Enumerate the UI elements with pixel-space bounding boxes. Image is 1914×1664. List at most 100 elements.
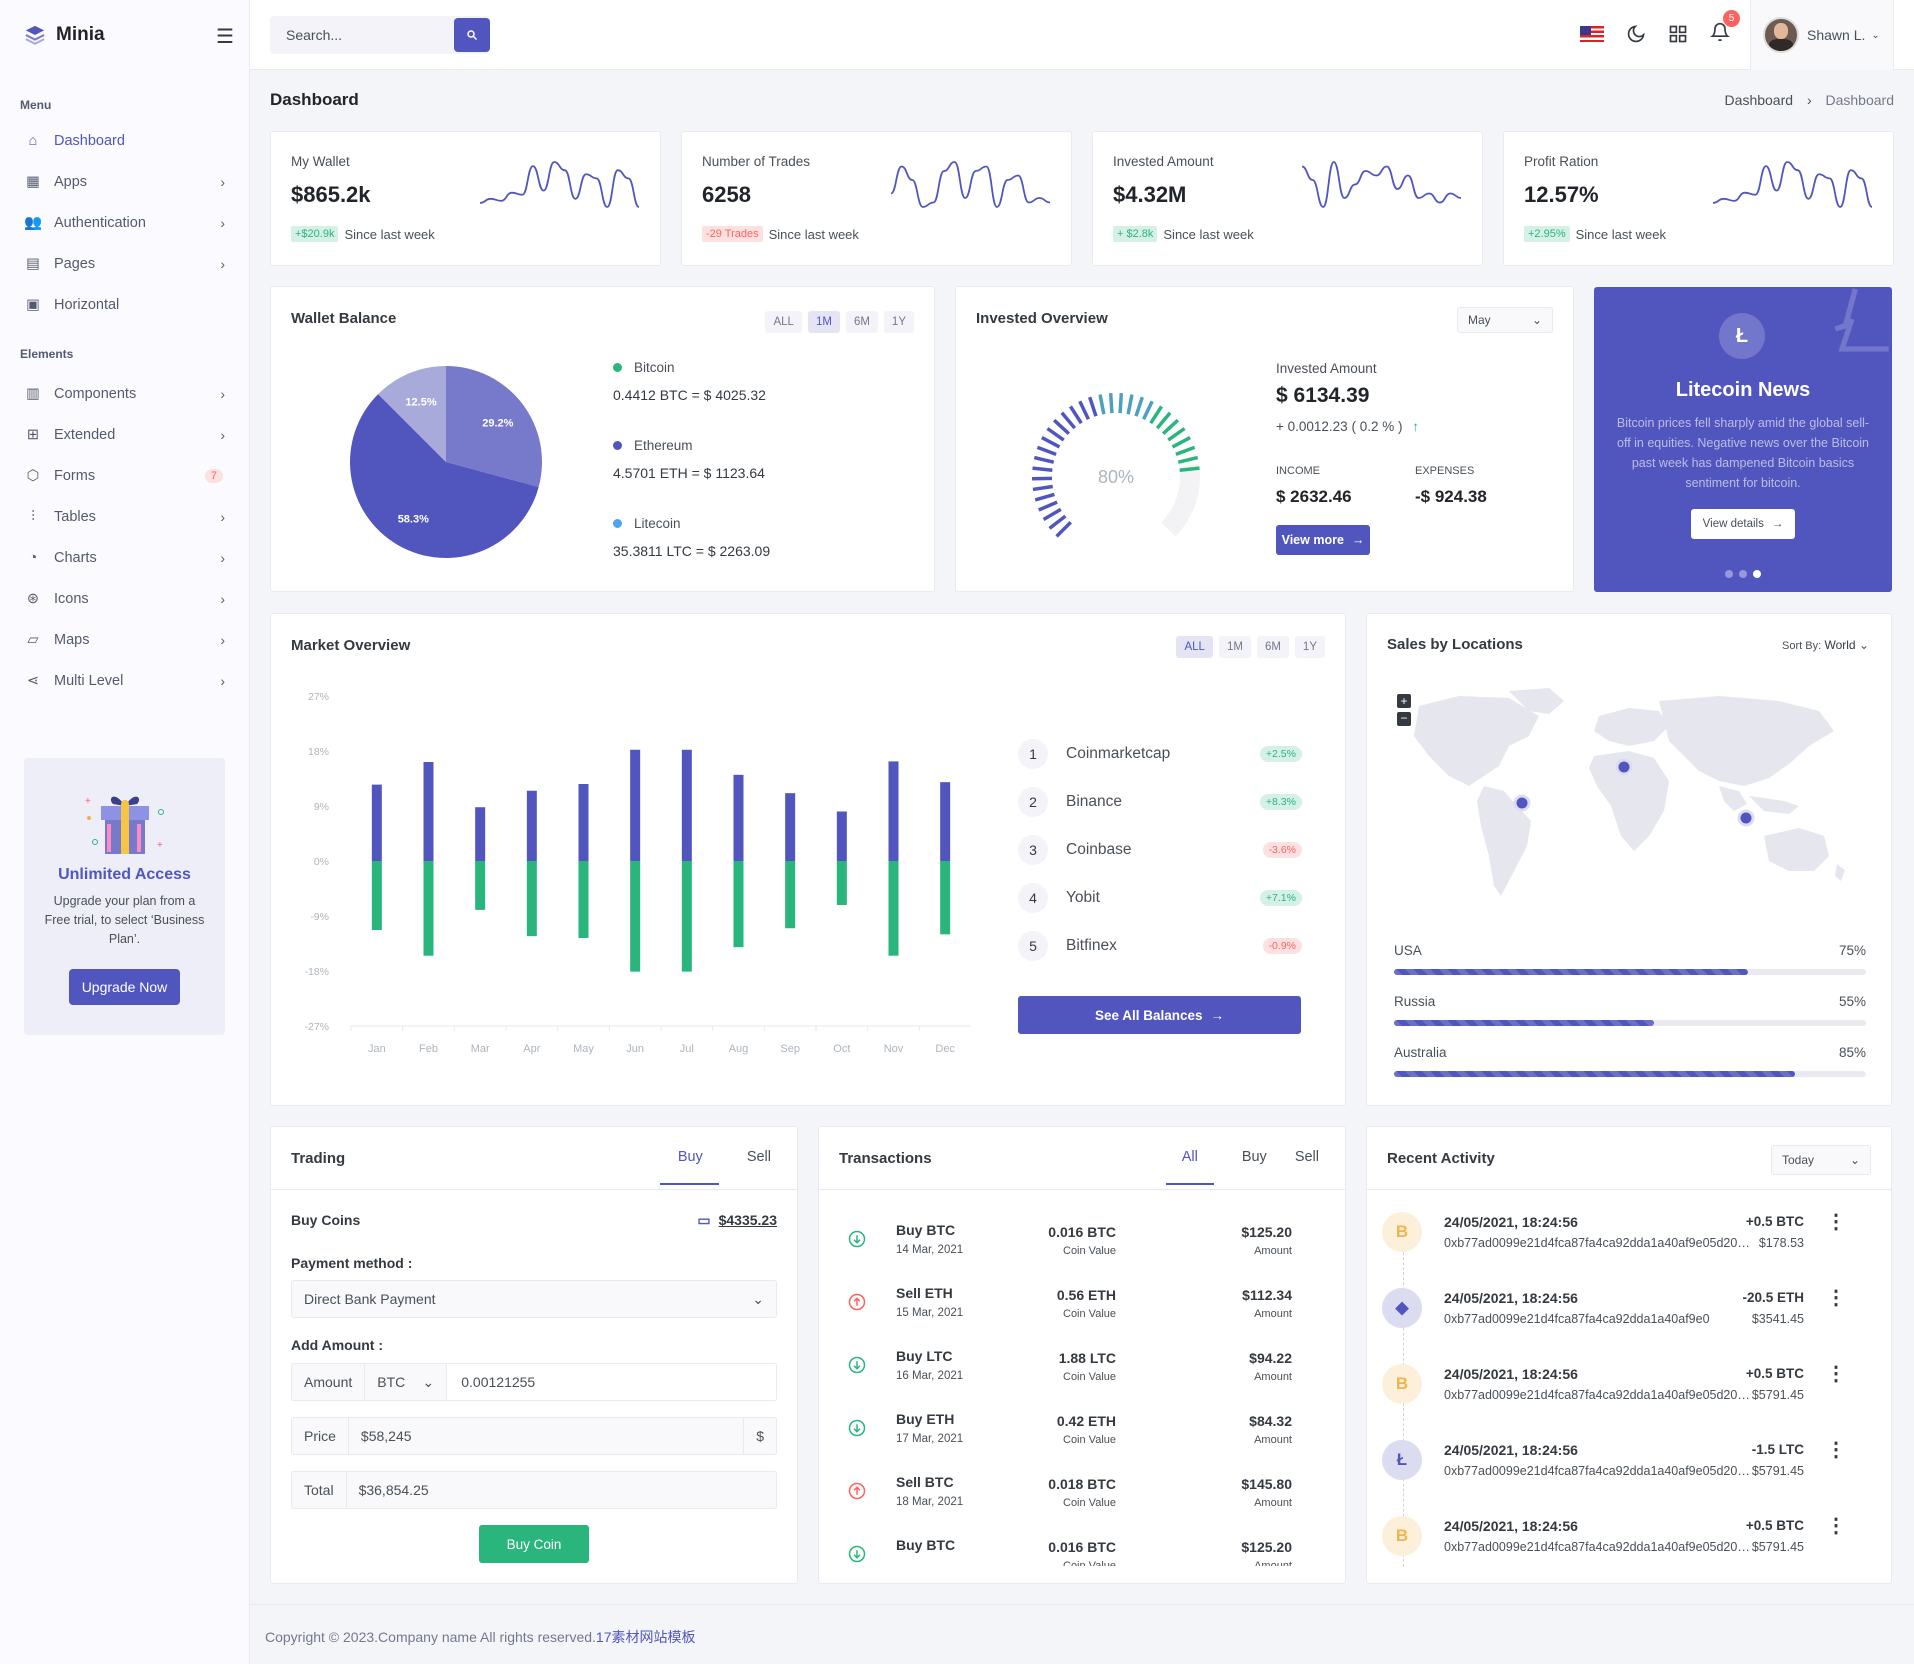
gauge-tick <box>1142 400 1154 421</box>
activity-filter-select[interactable]: Today ⌄ <box>1771 1145 1871 1175</box>
search-icon <box>467 30 478 41</box>
moon-icon[interactable] <box>1626 24 1646 44</box>
more-vertical-icon[interactable]: ⋮ <box>1826 1211 1846 1233</box>
exchange-row: 5 Bitfinex -0.9% <box>1018 931 1302 961</box>
gauge-tick <box>1171 436 1192 449</box>
month-select[interactable]: May ⌄ <box>1457 307 1553 333</box>
payment-method-select[interactable]: Direct Bank Payment ⌄ <box>291 1280 777 1318</box>
gauge-tick <box>1038 500 1058 512</box>
range-6m-button[interactable]: 6M <box>1256 636 1289 658</box>
box-icon: ⬡ <box>26 467 40 484</box>
sidebar-item-pages[interactable]: ▤ Pages › <box>0 243 249 284</box>
tab-buy[interactable]: Buy <box>659 1149 719 1185</box>
y-tick-label: -18% <box>304 966 329 978</box>
view-more-label: View more <box>1281 533 1344 547</box>
invested-overview-card: Invested Overview May ⌄ 80% Invested Amou… <box>955 286 1574 592</box>
sidebar-item-charts[interactable]: ◔ Charts › <box>0 537 249 578</box>
user-menu[interactable]: Shawn L. ⌄ <box>1750 0 1894 70</box>
see-all-balances-button[interactable]: See All Balances → <box>1018 996 1301 1034</box>
range-6m-button[interactable]: 6M <box>845 311 878 333</box>
gauge-tick <box>1033 455 1055 464</box>
search-input[interactable]: Search... <box>270 16 490 54</box>
location-name: Russia <box>1394 994 1436 1009</box>
view-details-button[interactable]: View details → <box>1691 509 1795 539</box>
tab-sell[interactable]: Sell <box>1294 1149 1319 1165</box>
price-input-group: Price $58,245 $ <box>291 1417 777 1455</box>
exchange-rank: 3 <box>1018 835 1048 865</box>
notifications-button[interactable]: 5 <box>1709 10 1740 46</box>
world-map <box>1414 688 1845 896</box>
transactions-title: Transactions <box>839 1150 932 1167</box>
sidebar-item-forms[interactable]: ⬡ Forms 7 <box>0 455 249 496</box>
sidebar-item-maps[interactable]: ▱ Maps › <box>0 619 249 660</box>
amount-input-group: Amount BTC ⌄ 0.00121255 <box>291 1363 777 1401</box>
us-flag-icon[interactable] <box>1580 26 1604 42</box>
y-tick-label: 0% <box>314 856 329 868</box>
more-vertical-icon[interactable]: ⋮ <box>1826 1515 1846 1537</box>
bell-icon <box>1709 22 1731 42</box>
user-name: Shawn L. <box>1807 27 1866 43</box>
bar-positive <box>681 749 692 861</box>
tab-buy[interactable]: Buy <box>1241 1149 1267 1165</box>
more-vertical-icon[interactable]: ⋮ <box>1826 1363 1846 1385</box>
gauge-tick <box>1088 396 1098 417</box>
carousel-dot[interactable] <box>1739 570 1747 578</box>
footer-link[interactable]: 17素材网站模板 <box>595 1629 696 1645</box>
range-1m-button[interactable]: 1M <box>1218 636 1251 658</box>
amount-input[interactable]: 0.00121255 <box>447 1364 776 1400</box>
location-row: Australia 85% <box>1394 1045 1866 1077</box>
brand-logo[interactable]: Minia <box>0 0 249 70</box>
menu-toggle-icon[interactable]: ☰ <box>216 26 234 48</box>
carousel-dot-active[interactable] <box>1753 570 1761 578</box>
briefcase-icon: ▥ <box>26 385 40 402</box>
x-tick-label: Jan <box>368 1043 386 1055</box>
total-input[interactable]: $36,854.25 <box>358 1482 429 1498</box>
map-zoom-in-button[interactable]: + <box>1397 694 1411 708</box>
notification-count: 5 <box>1723 10 1740 27</box>
y-tick-label: -27% <box>304 1021 329 1033</box>
chevron-down-icon: ⌄ <box>1871 29 1880 41</box>
sidebar-item-extended[interactable]: ⊞ Extended › <box>0 414 249 455</box>
wallet-pie-chart: 29.2% 58.3% 12.5% <box>350 366 542 558</box>
x-tick-label: Dec <box>935 1043 955 1055</box>
chevron-down-icon: ⌄ <box>422 1373 435 1390</box>
upgrade-now-button[interactable]: Upgrade Now <box>68 969 181 1005</box>
sidebar-item-authentication[interactable]: 👥 Authentication › <box>0 202 249 243</box>
wallet-balance-link[interactable]: ▭ $4335.23 <box>697 1212 777 1229</box>
tab-sell[interactable]: Sell <box>746 1149 771 1165</box>
chevron-down-icon: ⌄ <box>1849 1153 1860 1167</box>
sidebar-item-horizontal[interactable]: ▣ Horizontal <box>0 284 249 325</box>
range-1y-button[interactable]: 1Y <box>883 311 914 333</box>
more-vertical-icon[interactable]: ⋮ <box>1826 1287 1846 1309</box>
coin-select[interactable]: BTC ⌄ <box>365 1364 448 1400</box>
range-all-button[interactable]: ALL <box>765 311 802 333</box>
sidebar-item-label: Components <box>54 385 137 402</box>
stat-label: My Wallet <box>291 154 350 169</box>
carousel-dot[interactable] <box>1725 570 1733 578</box>
sliders-icon: ⫶ <box>31 508 35 525</box>
map-zoom-out-button[interactable]: − <box>1397 712 1411 726</box>
more-vertical-icon[interactable]: ⋮ <box>1826 1439 1846 1461</box>
gauge-tick <box>1055 521 1072 538</box>
range-1y-button[interactable]: 1Y <box>1294 636 1325 658</box>
avatar <box>1763 17 1799 53</box>
price-input[interactable]: $58,245 <box>360 1428 412 1444</box>
sidebar-item-dashboard[interactable]: ⌂ Dashboard <box>0 120 249 161</box>
sidebar-item-apps[interactable]: ▦ Apps › <box>0 161 249 202</box>
tab-all[interactable]: All <box>1165 1149 1214 1185</box>
range-all-button[interactable]: ALL <box>1176 636 1213 658</box>
coin-legend-item: Litecoin <box>613 516 681 531</box>
sidebar-item-components[interactable]: ▥ Components › <box>0 373 249 414</box>
breadcrumb-link[interactable]: Dashboard <box>1724 92 1794 108</box>
buy-coin-button[interactable]: Buy Coin <box>479 1525 589 1563</box>
range-1m-button[interactable]: 1M <box>807 311 840 333</box>
pie-slice-label: 29.2% <box>482 417 513 429</box>
search-button[interactable] <box>454 18 490 52</box>
sidebar-item-tables[interactable]: ⫶ Tables › <box>0 496 249 537</box>
view-more-button[interactable]: View more → <box>1276 525 1370 555</box>
apps-grid-icon[interactable] <box>1668 24 1688 44</box>
sidebar-item-icons[interactable]: ⊛ Icons › <box>0 578 249 619</box>
sidebar-item-multi-level[interactable]: ⋖ Multi Level › <box>0 660 249 701</box>
payment-method-value: Direct Bank Payment <box>304 1291 436 1307</box>
sort-by-dropdown[interactable]: Sort By: World ⌄ <box>1782 638 1869 652</box>
